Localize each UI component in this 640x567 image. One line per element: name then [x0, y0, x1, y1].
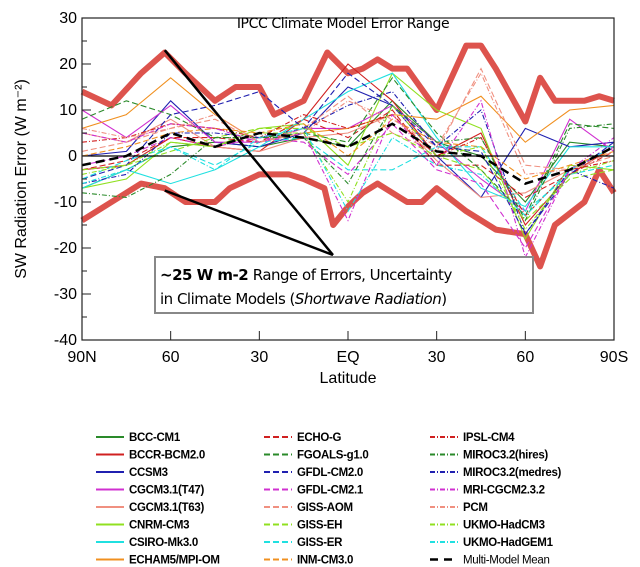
series-line-pcm: [81, 72, 615, 175]
legend-label: CNRM-CM3: [129, 520, 189, 532]
annotation-bold: ~25 W m-2: [160, 266, 248, 284]
legend-label: MRI-CGCM2.3.2: [463, 485, 545, 497]
legend-label: GFDL-CM2.0: [297, 467, 363, 479]
legend-label: UKMO-HadCM3: [463, 520, 545, 532]
legend-label: UKMO-HadGEM1: [463, 537, 554, 549]
legend-label: GISS-ER: [297, 537, 343, 549]
y-tick-label: 10: [59, 102, 77, 119]
legend-label: IPSL-CM4: [463, 432, 515, 444]
x-axis-label: Latitude: [320, 370, 377, 387]
legend-label: ECHO-G: [297, 432, 342, 444]
x-tick-label: 30: [428, 349, 446, 366]
annotation-line2-end: ): [441, 290, 446, 308]
annotation-italic: Shortwave Radiation: [295, 290, 441, 308]
series-line-ccsm3: [81, 86, 615, 199]
legend-label: CCSM3: [129, 467, 168, 479]
series-line-cnrm-cm3: [81, 72, 615, 241]
series-line-gfdl-cm2-0: [81, 72, 615, 236]
legend-label: BCCR-BCM2.0: [129, 450, 205, 462]
y-tick-label: 20: [59, 56, 77, 73]
annotation-box: [154, 256, 534, 314]
series-line-csiro-mk3-0: [81, 72, 614, 208]
annotation-pointer: [163, 49, 334, 256]
x-tick-label: EQ: [336, 349, 359, 366]
x-tick-label: 60: [516, 349, 534, 366]
legend-label: INM-CM3.0: [297, 555, 353, 567]
series-line-giss-eh: [81, 127, 615, 222]
legend-label: PCM: [463, 502, 488, 514]
legend-label: CGCM3.1(T47): [129, 485, 204, 497]
legend-label: GISS-AOM: [297, 502, 353, 514]
y-axis-label: SW Radiation Error (W m⁻²): [13, 79, 30, 279]
series-line-ukmo-hadgem1: [81, 127, 615, 217]
y-tick-label: -10: [54, 194, 77, 211]
annotation-pointer: [164, 189, 334, 257]
y-tick-label: 0: [68, 148, 77, 165]
legend-label: CGCM3.1(T63): [129, 502, 204, 514]
y-tick-label: -30: [54, 286, 77, 303]
legend-label: BCC-CM1: [129, 432, 181, 444]
y-tick-label: -20: [54, 240, 77, 257]
annotation-line1-rest: Range of Errors, Uncertainty: [253, 266, 453, 284]
annotation-line2-start: in Climate Models (: [160, 290, 295, 308]
series-line-gfdl-cm2-1: [81, 122, 615, 250]
x-tick-label: 60: [162, 349, 180, 366]
series-line-ukmo-hadcm3: [81, 104, 615, 231]
series-line-multi-model-mean: [81, 122, 615, 185]
x-tick-label: 90S: [600, 349, 628, 366]
legend-label: FGOALS-g1.0: [297, 450, 368, 462]
y-tick-label: 30: [59, 10, 77, 27]
legend-label: Multi-Model Mean: [463, 555, 550, 567]
upper-envelope-line: [80, 42, 615, 125]
legend-label: GFDL-CM2.1: [297, 485, 364, 497]
x-tick-label: 90N: [67, 349, 96, 366]
series-line-giss-er: [81, 137, 615, 213]
legend-label: MIROC3.2(hires): [463, 450, 548, 462]
legend-label: MIROC3.2(medres): [463, 467, 562, 479]
legend-label: CSIRO-Mk3.0: [129, 537, 198, 549]
legend-label: ECHAM5/MPI-OM: [129, 555, 220, 567]
legend-label: GISS-EH: [297, 520, 342, 532]
chart-title: IPCC Climate Model Error Range: [237, 16, 449, 32]
series-line-miroc3-2-medres-: [81, 90, 615, 236]
y-tick-label: -40: [54, 332, 77, 349]
x-tick-label: 30: [250, 349, 268, 366]
series-line-miroc3-2-hires-: [81, 104, 615, 222]
series-line-cgcm3-1-t63-: [81, 113, 615, 198]
